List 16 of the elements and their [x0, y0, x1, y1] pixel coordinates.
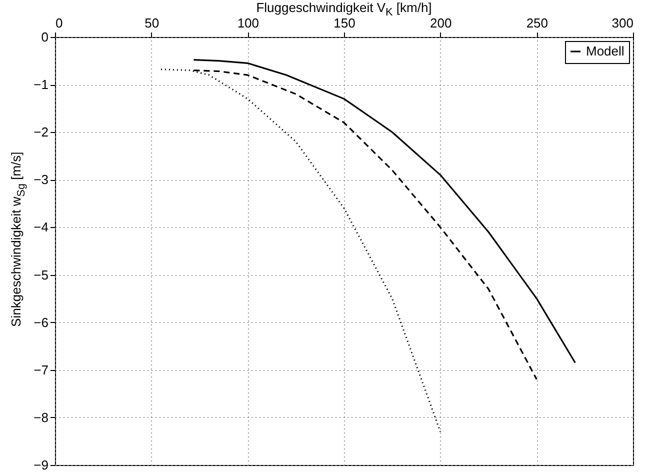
y-tick-label: −4: [34, 220, 48, 235]
y-tick-label: −6: [34, 314, 48, 330]
y-tick-label: −2: [34, 124, 48, 140]
y-tick-label: −3: [34, 172, 48, 188]
x-tick-label: 300: [612, 16, 634, 30]
y-tick-label: −7: [34, 362, 48, 378]
y-tick-label: −5: [34, 267, 48, 282]
x-tick-label: 50: [144, 16, 160, 30]
legend-label: Modell: [586, 44, 624, 58]
y-tick-label: −1: [34, 77, 48, 92]
y-tick-label: −9: [34, 458, 48, 472]
x-tick-label: 200: [430, 16, 452, 30]
x-tick-label: 0: [56, 16, 63, 30]
y-tick-label: 0: [41, 30, 48, 44]
y-tick-label: −8: [34, 410, 48, 425]
x-tick-label: 250: [526, 16, 548, 30]
